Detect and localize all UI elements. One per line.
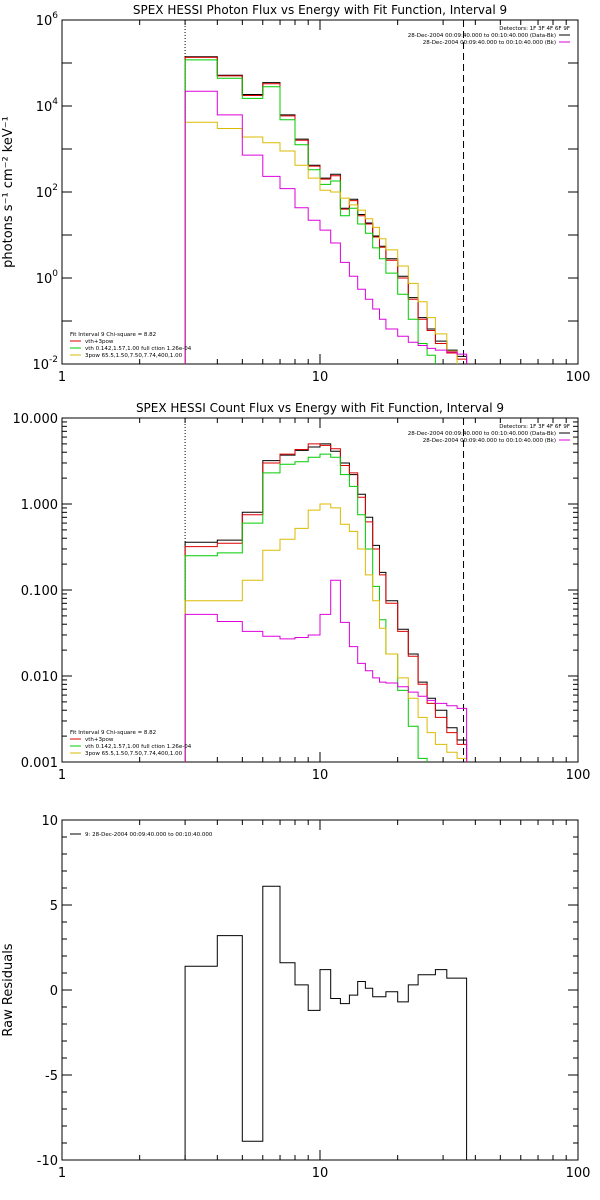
series-data-bk	[184, 443, 468, 762]
legend-entry: vth 0.142,1.57,1.00 full ction 1.26e-04	[85, 744, 192, 750]
x-tick-label: 100	[566, 768, 591, 783]
legend-entry: Fit Interval 9 Chi-square = 8.82	[70, 730, 156, 736]
legend-entry: 3pow 65.5,1.50,7.50,7.74,400,1.00	[85, 353, 183, 359]
y-tick-label: 0.010	[21, 670, 58, 685]
x-tick-label: 10	[312, 370, 329, 385]
legend-entry: 28-Dec-2004 00:09:40.000 to 00:10:40.000…	[423, 438, 556, 444]
legend-entry: 3pow 65.5,1.50,7.50,7.74,400,1.00	[85, 751, 183, 757]
x-tick-label: 100	[566, 1166, 591, 1181]
chart-title: SPEX HESSI Count Flux vs Energy with Fit…	[136, 401, 504, 415]
y-tick-label: 104	[36, 97, 59, 115]
legend-entry: 9: 28-Dec-2004 00:09:40.000 to 00:10:40.…	[85, 832, 213, 838]
y-tick-label: 102	[36, 183, 58, 201]
legend-entry: 28-Dec-2004 00:09:40.000 to 00:10:40.000…	[408, 431, 556, 437]
series-vth	[184, 453, 428, 762]
legend-entry: 28-Dec-2004 00:09:40.000 to 00:10:40.000…	[408, 33, 556, 39]
y-axis-label: photons s⁻¹ cm⁻² keV⁻¹	[1, 116, 16, 268]
x-tick-label: 1	[58, 768, 66, 783]
series-bk	[184, 90, 468, 364]
x-tick-label: 1	[58, 1166, 66, 1181]
legend-entry: Detectors: 1F 3F 4F 6F 9F	[499, 424, 570, 430]
x-tick-label: 1	[58, 370, 66, 385]
plot-frame	[61, 19, 579, 365]
y-tick-label: -10	[37, 1154, 58, 1169]
series-3pow	[184, 121, 458, 364]
x-tick-label: 10	[312, 1166, 329, 1181]
legend-entry: vth 0.142,1.57,1.00 full ction 1.26e-04	[85, 346, 192, 352]
series-vth-3pow	[184, 443, 468, 762]
y-tick-label: 5	[50, 899, 58, 914]
series-bk	[184, 579, 468, 762]
y-tick-label: 106	[36, 11, 59, 29]
legend-entry: vth+3pow	[85, 737, 114, 743]
y-tick-label: 10-2	[32, 355, 58, 373]
chart-panel-1: SPEX HESSI Photon Flux vs Energy with Fi…	[1, 3, 590, 385]
y-tick-label: 0.001	[21, 756, 58, 771]
x-tick-label: 100	[566, 370, 591, 385]
chart-panel-2: SPEX HESSI Count Flux vs Energy with Fit…	[13, 401, 591, 783]
y-tick-label: 100	[36, 269, 59, 287]
y-tick-label: 10	[41, 814, 58, 829]
y-tick-label: 1.000	[21, 498, 58, 513]
series-3pow	[184, 503, 468, 762]
chart-panel-3: 1 10 100 -10 -5 0 5 10 Raw Residuals 9: 28-Dec-20…	[1, 814, 590, 1181]
legend-entry: Fit Interval 9 Chi-square = 8.82	[70, 332, 156, 338]
series-data-bk	[184, 56, 468, 364]
series-vth	[184, 59, 436, 364]
legend-entry: Detectors: 1F 3F 4F 6F 9F	[499, 26, 570, 32]
series-vth-3pow	[184, 56, 468, 364]
y-tick-label: -5	[45, 1069, 58, 1084]
x-tick-label: 10	[312, 768, 329, 783]
legend-entry: 28-Dec-2004 00:09:40.000 to 00:10:40.000…	[423, 40, 556, 46]
y-axis-label: Raw Residuals	[1, 943, 16, 1036]
y-tick-label: 0	[50, 984, 58, 999]
chart-title: SPEX HESSI Photon Flux vs Energy with Fi…	[133, 3, 507, 17]
legend-entry: vth+3pow	[85, 339, 114, 345]
y-tick-label: 10.000	[13, 412, 59, 427]
plot-frame	[61, 417, 579, 763]
series-residuals	[184, 885, 468, 1160]
y-tick-label: 0.100	[21, 584, 58, 599]
